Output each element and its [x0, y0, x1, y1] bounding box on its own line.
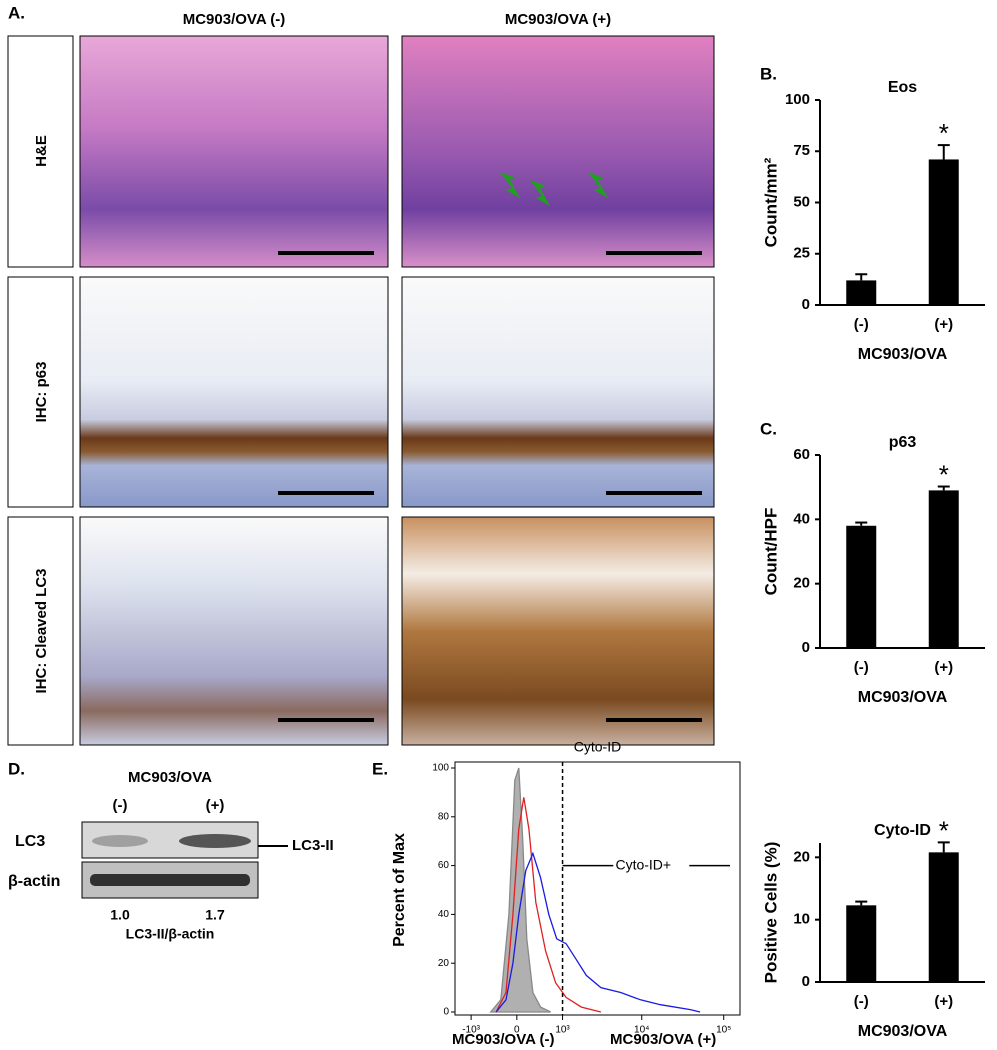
bar — [846, 905, 877, 982]
row-label-boxes — [7, 35, 74, 746]
bar — [928, 159, 959, 305]
x-tick-label: (+) — [934, 659, 953, 676]
x-tick-label: (-) — [854, 316, 869, 333]
y-tick-label: 0 — [802, 639, 810, 656]
y-axis-title: Percent of Max — [391, 833, 408, 947]
x-tick-label: 0 — [514, 1025, 520, 1036]
lane-label: (+) — [206, 797, 225, 814]
arrows — [500, 172, 608, 206]
row-label: IHC: Cleaved LC3 — [33, 568, 50, 693]
micrograph — [79, 35, 389, 268]
legend-entry: MC903/OVA (-) — [452, 1031, 555, 1048]
y-tick-label: 100 — [432, 763, 449, 774]
micrograph — [79, 516, 389, 746]
band-name: LC3 — [15, 833, 45, 850]
area — [489, 767, 551, 1013]
y-tick-label: 75 — [793, 142, 810, 159]
column-label: MC903/OVA (+) — [505, 11, 611, 28]
y-tick-label: 40 — [438, 909, 450, 920]
micrograph — [79, 276, 389, 508]
chart-title: Cyto-ID — [874, 822, 931, 839]
y-axis-title: Positive Cells (%) — [761, 842, 780, 984]
ratio-label: LC3-II/β-actin — [126, 926, 215, 942]
legend-entry: MC903/OVA (+) — [610, 1031, 716, 1048]
panel-label: C. — [760, 419, 777, 438]
chart-title: Eos — [888, 79, 917, 96]
x-tick-label: (+) — [934, 316, 953, 333]
x-tick-label: 10³ — [555, 1025, 570, 1036]
bar — [846, 280, 877, 305]
significance: * — [939, 118, 949, 148]
band — [179, 834, 251, 848]
x-axis-title: MC903/OVA — [858, 1023, 948, 1040]
y-tick-label: 60 — [438, 860, 450, 871]
y-tick-label: 0 — [802, 973, 810, 990]
chart-title: p63 — [889, 434, 917, 451]
significance: * — [939, 459, 949, 489]
panel-label: B. — [760, 64, 777, 83]
x-axis-title: MC903/OVA — [858, 689, 948, 706]
y-tick-label: 100 — [785, 91, 810, 108]
x-tick-label: (-) — [854, 993, 869, 1010]
micrographs — [79, 35, 715, 746]
y-tick-label: 20 — [793, 848, 810, 865]
x-tick-label: (-) — [854, 659, 869, 676]
bar — [846, 525, 877, 648]
panel-label: A. — [8, 3, 25, 22]
micrograph — [401, 276, 715, 508]
y-tick-label: 40 — [793, 510, 810, 527]
x-tick-label: 10⁵ — [716, 1025, 731, 1036]
line — [495, 851, 701, 1013]
ratio: 1.7 — [205, 907, 225, 923]
lane-label: (-) — [113, 797, 128, 814]
y-tick-label: 20 — [438, 958, 450, 969]
gate-label: Cyto-ID+ — [615, 856, 671, 872]
y-tick-label: 50 — [793, 193, 810, 210]
y-tick-label: 25 — [793, 245, 810, 262]
y-tick-label: 20 — [793, 575, 810, 592]
scale-bars — [278, 251, 702, 722]
significance: * — [939, 815, 949, 845]
band-name: β-actin — [8, 873, 60, 890]
micrograph — [401, 516, 715, 746]
x-tick-label: 10⁴ — [634, 1025, 649, 1036]
row-label: IHC: p63 — [33, 362, 50, 423]
micrograph — [401, 35, 715, 268]
bar — [928, 852, 959, 982]
chart-title: Cyto-ID — [574, 739, 621, 755]
y-tick-label: 80 — [438, 811, 450, 822]
bar — [928, 490, 959, 648]
gate-label-bg — [613, 856, 690, 875]
y-axis-title: Count/HPF — [761, 508, 780, 596]
row-label: H&E — [33, 135, 50, 167]
x-axis-title: MC903/OVA — [858, 346, 948, 363]
plot-frame — [454, 761, 741, 1016]
band — [90, 874, 250, 886]
x-tick-label: (+) — [934, 993, 953, 1010]
y-tick-label: 0 — [443, 1007, 449, 1018]
y-tick-label: 10 — [793, 911, 810, 928]
x-tick-label: -10³ — [462, 1025, 480, 1036]
panel-label: D. — [8, 759, 25, 778]
y-axis-title: Count/mm² — [761, 157, 780, 247]
ratio: 1.0 — [110, 907, 130, 923]
y-tick-label: 0 — [802, 296, 810, 313]
band — [92, 835, 148, 847]
band-label: LC3-II — [292, 837, 334, 854]
line — [495, 797, 602, 1013]
group-label: MC903/OVA — [128, 769, 212, 786]
column-label: MC903/OVA (-) — [183, 11, 286, 28]
y-tick-label: 60 — [793, 446, 810, 463]
panel-label: E. — [372, 759, 388, 778]
